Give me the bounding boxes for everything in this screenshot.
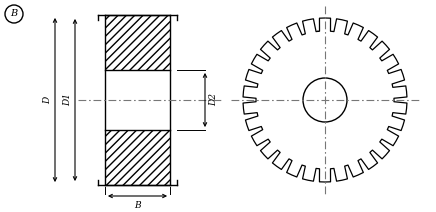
Text: B: B <box>134 201 141 209</box>
Text: D2: D2 <box>210 93 218 106</box>
Text: B: B <box>10 10 17 18</box>
Bar <box>105 130 170 185</box>
Bar <box>105 15 170 70</box>
Text: D: D <box>44 96 52 104</box>
Text: D1: D1 <box>64 93 72 106</box>
